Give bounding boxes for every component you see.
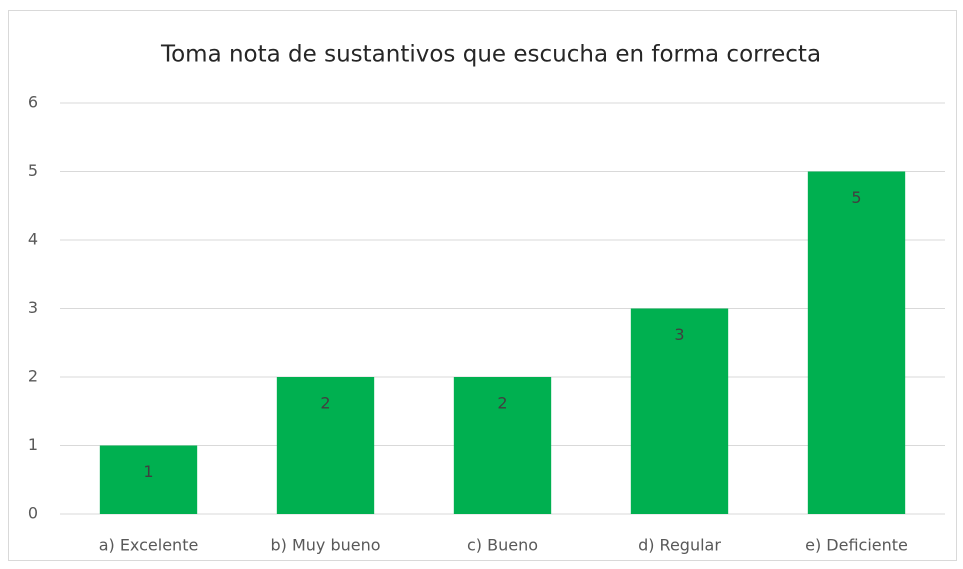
- y-tick-label: 5: [28, 161, 38, 180]
- chart-title: Toma nota de sustantivos que escucha en …: [160, 42, 821, 68]
- x-tick-label: b) Muy bueno: [270, 536, 380, 555]
- x-tick-label: c) Bueno: [467, 536, 538, 555]
- data-label: 3: [674, 325, 684, 344]
- bar: [276, 377, 375, 514]
- y-tick-label: 4: [28, 230, 38, 249]
- bar: [99, 445, 198, 514]
- y-tick-label: 6: [28, 93, 38, 112]
- x-tick-label: d) Regular: [638, 536, 721, 555]
- x-tick-label: a) Excelente: [99, 536, 199, 555]
- data-label: 1: [143, 462, 153, 481]
- data-label: 2: [497, 394, 507, 413]
- y-tick-label: 3: [28, 298, 38, 317]
- x-tick-label: e) Deficiente: [805, 536, 908, 555]
- bar: [453, 377, 552, 514]
- bar: [630, 308, 729, 514]
- data-label: 2: [320, 394, 330, 413]
- bar: [807, 171, 906, 514]
- y-tick-label: 1: [28, 435, 38, 454]
- data-label: 5: [851, 188, 861, 207]
- y-tick-label: 0: [28, 504, 38, 523]
- y-tick-label: 2: [28, 367, 38, 386]
